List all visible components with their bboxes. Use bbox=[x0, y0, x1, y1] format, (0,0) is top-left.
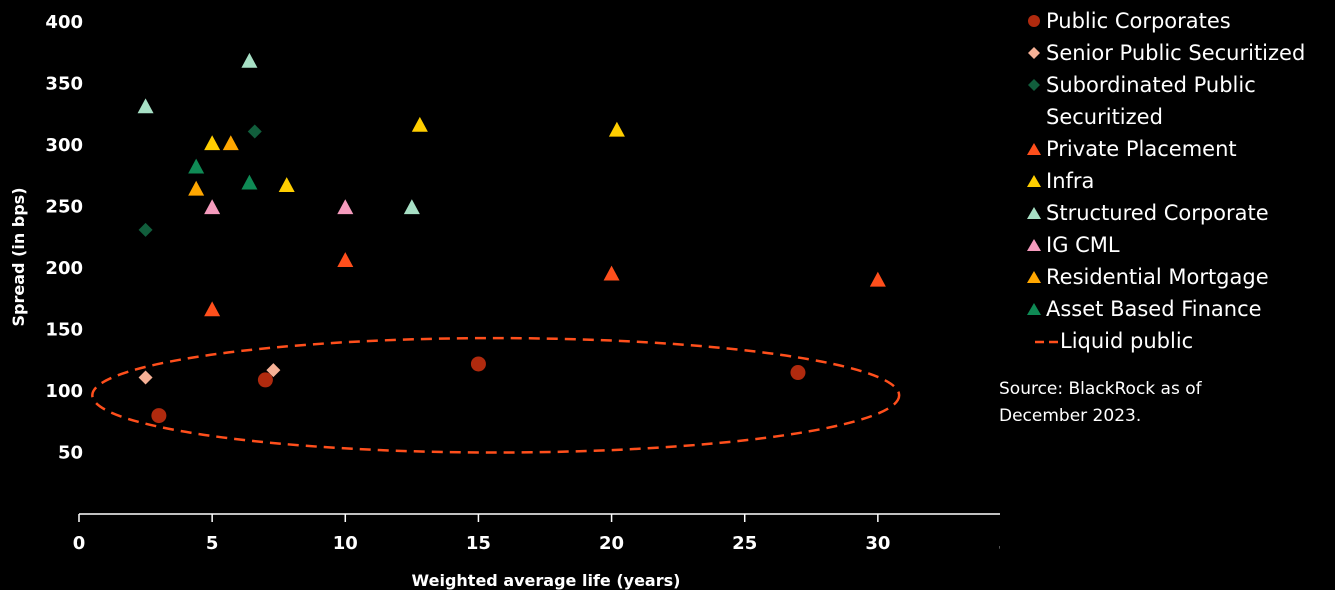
x-tick-label: 30 bbox=[865, 533, 890, 554]
legend-item-ig-cml: IG CML bbox=[1026, 229, 1335, 261]
x-axis-label: Weighted average life (years) bbox=[412, 571, 681, 590]
y-tick-label: 250 bbox=[45, 197, 83, 218]
circle-marker-icon bbox=[1028, 15, 1040, 27]
legend-label-continued: Securitized bbox=[1046, 105, 1163, 129]
y-tick-label: 50 bbox=[58, 443, 83, 464]
liquid-public-ellipse bbox=[91, 336, 901, 454]
point-subordinated-public-securitized bbox=[247, 124, 262, 139]
x-tick-label: 0 bbox=[73, 533, 86, 554]
point-ig-cml bbox=[204, 199, 221, 215]
source-line-1: Source: BlackRock as of bbox=[999, 379, 1202, 399]
legend-item-private-placement: Private Placement bbox=[1026, 133, 1335, 165]
point-residential-mortgage bbox=[188, 180, 205, 196]
triangle-marker-icon bbox=[1027, 271, 1041, 283]
legend-item-structured-corporate: Structured Corporate bbox=[1026, 197, 1335, 229]
triangle-marker-icon bbox=[1027, 207, 1041, 219]
point-private-placement bbox=[204, 301, 221, 317]
point-senior-public-securitized bbox=[138, 370, 153, 385]
point-asset-based-finance bbox=[188, 158, 205, 174]
point-senior-public-securitized bbox=[266, 363, 281, 378]
point-public-corporates bbox=[151, 408, 167, 424]
point-infra bbox=[204, 135, 221, 151]
point-private-placement bbox=[603, 265, 620, 281]
legend-item-public-corporates: Public Corporates bbox=[1026, 5, 1335, 37]
legend-label: Residential Mortgage bbox=[1046, 265, 1269, 289]
point-infra bbox=[278, 177, 295, 192]
point-ig-cml bbox=[337, 199, 354, 215]
y-axis-label: Spread (in bps) bbox=[9, 187, 28, 326]
legend-label: Structured Corporate bbox=[1046, 201, 1269, 225]
point-private-placement bbox=[337, 252, 354, 267]
legend-item-residential-mortgage: Residential Mortgage bbox=[1026, 261, 1335, 293]
data-points bbox=[137, 52, 886, 424]
source-note: Source: BlackRock as of December 2023. bbox=[999, 376, 1299, 430]
y-tick-label: 350 bbox=[45, 74, 83, 95]
chart-annotations bbox=[91, 336, 901, 454]
point-residential-mortgage bbox=[222, 135, 239, 151]
legend-item-liquid-public: Liquid public bbox=[1026, 325, 1335, 357]
legend-label: Private Placement bbox=[1046, 137, 1237, 161]
legend-label: Asset Based Finance bbox=[1046, 297, 1262, 321]
dashed-line-icon bbox=[1035, 340, 1058, 344]
triangle-marker-icon bbox=[1027, 303, 1041, 315]
legend-label: IG CML bbox=[1046, 233, 1120, 257]
point-structured-corporate bbox=[137, 98, 154, 114]
triangle-marker-icon bbox=[1027, 239, 1041, 251]
y-tick-label: 200 bbox=[45, 258, 83, 279]
diamond-marker-icon bbox=[1028, 47, 1040, 59]
y-tick-label: 400 bbox=[45, 12, 83, 33]
triangle-marker-icon bbox=[1027, 175, 1041, 187]
point-private-placement bbox=[869, 271, 886, 287]
legend-item-senior-public-securitized: Senior Public Securitized bbox=[1026, 37, 1335, 69]
x-tick-label: 20 bbox=[599, 533, 624, 554]
legend-item-asset-based-finance: Asset Based Finance bbox=[1026, 293, 1335, 325]
y-axis-ticks: 50 100 150 200 250 300 350 400 bbox=[45, 12, 83, 464]
source-line-2: December 2023. bbox=[999, 406, 1142, 426]
point-structured-corporate bbox=[241, 52, 258, 68]
y-tick-label: 100 bbox=[45, 381, 83, 402]
legend-label: Senior Public Securitized bbox=[1046, 41, 1306, 65]
y-tick-label: 300 bbox=[45, 135, 83, 156]
chart-legend: Public Corporates Senior Public Securiti… bbox=[1026, 5, 1335, 357]
x-tick-label: 10 bbox=[333, 533, 358, 554]
legend-item-infra: Infra bbox=[1026, 165, 1335, 197]
legend-item-subordinated-public-securitized: Subordinated Public Securitized bbox=[1026, 69, 1335, 133]
legend-label: Infra bbox=[1046, 169, 1095, 193]
legend-label: Subordinated Public bbox=[1046, 73, 1256, 97]
point-asset-based-finance bbox=[241, 174, 258, 190]
scatter-chart: 0 5 10 15 20 25 30 35 50 100 150 200 250 300 350 400 W… bbox=[9, 12, 1000, 590]
point-public-corporates bbox=[257, 372, 273, 388]
point-public-corporates bbox=[470, 356, 486, 372]
diamond-marker-icon bbox=[1028, 79, 1040, 91]
point-infra bbox=[608, 121, 625, 137]
point-subordinated-public-securitized bbox=[138, 222, 153, 237]
x-tick-label: 25 bbox=[732, 533, 757, 554]
triangle-marker-icon bbox=[1027, 143, 1041, 155]
point-public-corporates bbox=[790, 365, 806, 381]
x-axis-ticks: 0 5 10 15 20 25 30 35 bbox=[73, 514, 1000, 554]
x-tick-label: 5 bbox=[206, 533, 219, 554]
point-structured-corporate bbox=[403, 199, 420, 215]
x-tick-label: 15 bbox=[466, 533, 491, 554]
legend-label: Public Corporates bbox=[1046, 9, 1231, 33]
legend-label: Liquid public bbox=[1060, 329, 1194, 353]
point-infra bbox=[411, 116, 428, 132]
x-tick-label: 35 bbox=[998, 533, 1000, 554]
y-tick-label: 150 bbox=[45, 320, 83, 341]
